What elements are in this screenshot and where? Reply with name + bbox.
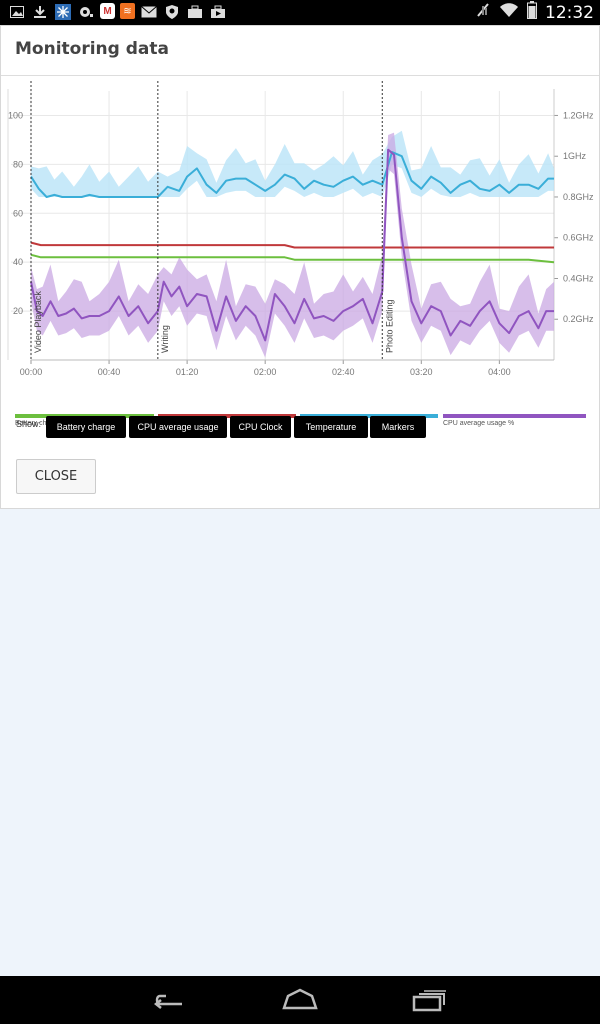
shield-m-icon: M (100, 3, 115, 19)
no-signal-icon (475, 2, 491, 23)
cpu-clock-line (30, 151, 554, 198)
legend-cpu-usage: CPU average usage % (443, 414, 586, 434)
system-icons: 12:32 (475, 1, 594, 24)
battery-charge-line (30, 253, 555, 264)
back-icon[interactable] (152, 988, 188, 1012)
recent-apps-icon[interactable] (412, 988, 448, 1012)
x-tick-label: 01:20 (176, 367, 199, 377)
toggle-cpu-average-usage-button[interactable]: CPU average usage (129, 416, 227, 438)
image-icon (8, 3, 26, 21)
toggle-battery-charge-button[interactable]: Battery charge (46, 416, 126, 438)
briefcase-play-icon (209, 3, 227, 21)
y-left-tick-label: 60 (13, 208, 23, 218)
notification-icons: M ≋ (8, 3, 227, 21)
cpu-usage-range-area (31, 132, 554, 358)
y-right-tick-label: 0.8GHz (563, 192, 594, 202)
y-left-tick-label: 40 (13, 257, 23, 267)
battery-icon (527, 1, 537, 24)
clock: 12:32 (545, 2, 594, 23)
x-tick-label: 02:40 (332, 367, 355, 377)
orange-app-icon: ≋ (120, 3, 135, 19)
status-bar: M ≋ 12:32 (0, 0, 600, 25)
y-left-tick-label: 100 (8, 110, 23, 120)
show-label: Show: (16, 419, 42, 429)
legend-temperature-swatch (158, 414, 296, 418)
cpu-clock-range-area (31, 130, 554, 197)
title-divider (1, 75, 599, 76)
download-icon (31, 3, 49, 21)
x-tick-label: 00:00 (20, 367, 43, 377)
y-left-tick-label: 20 (13, 306, 23, 316)
legend-cpu-usage-label: CPU average usage % (443, 420, 515, 427)
briefcase-icon (186, 3, 204, 21)
dialog-title: Monitoring data (15, 39, 169, 59)
navigation-bar (0, 976, 600, 1024)
close-button[interactable]: CLOSE (16, 459, 96, 494)
event-marker-label: Photo Editing (384, 299, 394, 353)
legend-cpu-usage-swatch (443, 414, 586, 418)
y-right-tick-label: 0.4GHz (563, 273, 594, 283)
camera-icon (77, 3, 95, 21)
shield-icon (163, 3, 181, 21)
x-tick-label: 00:40 (98, 367, 121, 377)
snowflake-icon (54, 3, 72, 21)
y-right-tick-label: 0.6GHz (563, 233, 594, 243)
monitoring-dialog: Monitoring data 100 80 60 40 20 1.2GHz 1GHz 0.8… (0, 25, 600, 509)
wifi-icon (499, 2, 519, 23)
x-tick-label: 02:00 (254, 367, 277, 377)
x-tick-label: 03:20 (410, 367, 433, 377)
legend-battery-label: Battery charge % (15, 420, 69, 427)
y-right-tick-label: 1.2GHz (563, 110, 594, 120)
y-left-tick-label: 80 (13, 159, 23, 169)
legend-cpu-clock-swatch (300, 414, 438, 418)
x-tick-label: 04:00 (488, 367, 511, 377)
mail-icon (140, 3, 158, 21)
event-marker-label: Video Playback (33, 291, 43, 353)
y-right-tick-label: 1GHz (563, 151, 587, 161)
toggle-temperature-button[interactable]: Temperature (294, 416, 368, 438)
home-icon[interactable] (282, 988, 318, 1012)
chart-svg: 100 80 60 40 20 1.2GHz 1GHz 0.8GHz 0.6GHz 0.4GHz 0… (7, 81, 594, 377)
monitoring-chart: 100 80 60 40 20 1.2GHz 1GHz 0.8GHz 0.6GHz 0.4GHz 0… (1, 81, 599, 411)
toggle-markers-button[interactable]: Markers (370, 416, 426, 438)
event-marker-label: Writing (160, 325, 170, 353)
y-right-tick-label: 0.2GHz (563, 314, 594, 324)
toggle-cpu-clock-button[interactable]: CPU Clock (230, 416, 291, 438)
